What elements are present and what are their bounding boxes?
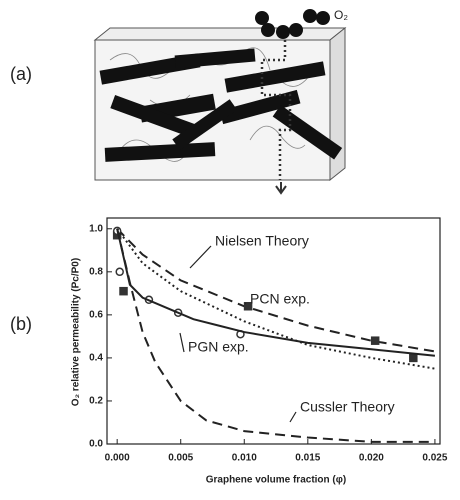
legend-label: Nielsen Theory xyxy=(215,233,309,249)
series-line xyxy=(116,228,435,443)
x-tick-label: 0.005 xyxy=(168,453,193,464)
x-tick-label: 0.000 xyxy=(105,453,130,464)
molecule-label: O₂ xyxy=(334,8,348,22)
plot-frame xyxy=(106,217,441,445)
y-tick-label: 0.4 xyxy=(89,353,103,364)
legend-label: Cussler Theory xyxy=(300,399,395,415)
marker xyxy=(370,336,380,345)
marker xyxy=(115,267,124,277)
y-tick-label: 1.0 xyxy=(89,223,103,234)
annotation-leader xyxy=(289,411,297,423)
schematic xyxy=(93,9,347,195)
annotation-leader xyxy=(189,245,212,269)
marker xyxy=(409,353,418,363)
y-tick-label: 0.2 xyxy=(89,396,103,407)
x-axis-title: Graphene volume fraction (φ) xyxy=(206,475,347,486)
x-tick-label: 0.015 xyxy=(295,453,320,464)
x-tick-label: 0.025 xyxy=(422,453,447,464)
y-tick-label: 0.6 xyxy=(89,309,103,320)
x-tick-label: 0.010 xyxy=(232,453,257,464)
annotation-leader xyxy=(244,302,247,305)
annotation-leader xyxy=(179,332,185,353)
y-tick-label: 0.0 xyxy=(89,439,103,450)
marker xyxy=(243,301,253,311)
panel-label: (a) xyxy=(10,64,32,84)
legend-label: PCN exp. xyxy=(250,291,310,307)
y-tick-label: 0.8 xyxy=(89,266,103,277)
x-tick-label: 0.020 xyxy=(359,453,384,464)
panel-label: (b) xyxy=(10,314,32,334)
marker xyxy=(119,286,128,296)
y-axis-title: O₂ relative permeability (Pc/P0) xyxy=(71,258,82,406)
series-line xyxy=(116,228,436,357)
legend-label: PGN exp. xyxy=(188,339,249,355)
series-line xyxy=(116,228,436,370)
